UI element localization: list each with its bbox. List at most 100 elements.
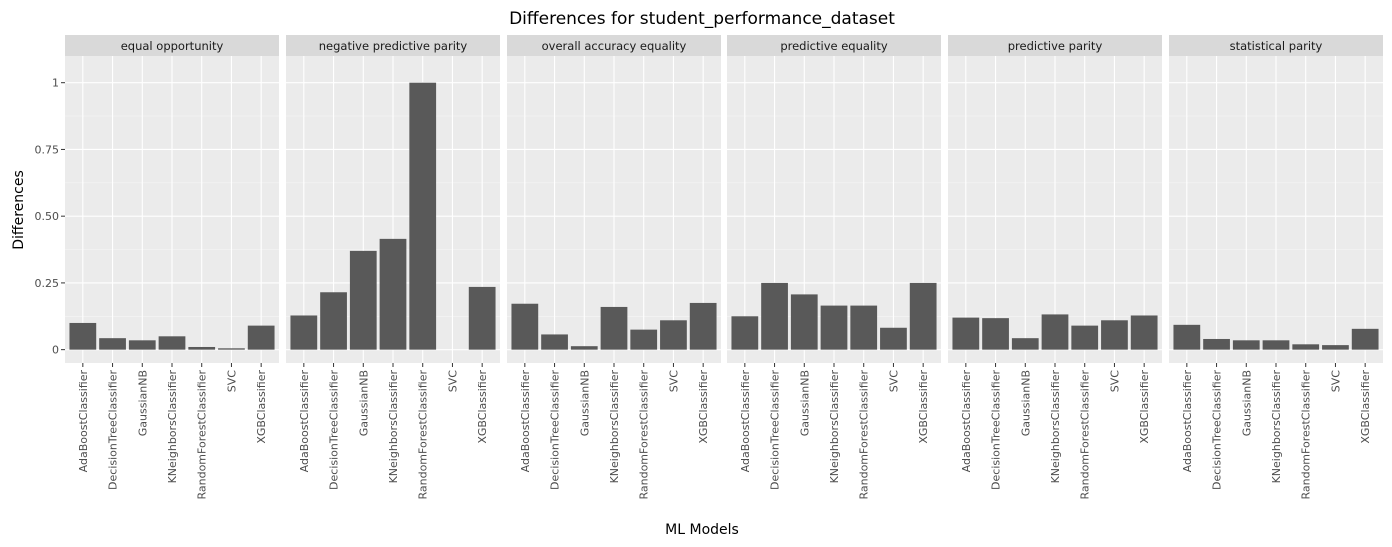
bar xyxy=(218,348,245,350)
x-tick-label: DecisionTreeClassifier xyxy=(328,370,341,490)
bar xyxy=(1232,340,1260,350)
bar xyxy=(820,305,848,350)
x-tick-label: SVC xyxy=(225,370,238,393)
x-tick-label: RandomForestClassifier xyxy=(1079,370,1092,500)
x-axis-title: ML Models xyxy=(665,522,739,538)
facet-strip xyxy=(727,35,941,56)
bar xyxy=(1322,345,1349,350)
bar xyxy=(1041,314,1069,350)
bar xyxy=(850,305,878,350)
bar xyxy=(1101,320,1128,350)
x-tick-label: SVC xyxy=(887,370,900,393)
bar xyxy=(1262,340,1290,350)
x-tick-label: SVC xyxy=(446,370,459,393)
facet-strip-label: predictive parity xyxy=(1008,39,1103,53)
facet-strip xyxy=(948,35,1162,56)
x-tick-label: GaussianNB xyxy=(357,370,370,436)
bar xyxy=(731,316,759,350)
x-tick-label: RandomForestClassifier xyxy=(638,370,651,500)
bar xyxy=(1071,325,1099,350)
bar xyxy=(468,286,496,350)
x-tick-label: KNeighborsClassifier xyxy=(1049,370,1062,484)
facet-strip-label: equal opportunity xyxy=(121,39,224,53)
bar xyxy=(69,322,97,350)
y-tick-label: 0.25 xyxy=(35,277,60,290)
bar xyxy=(952,317,980,350)
x-tick-label: XGBClassifier xyxy=(917,370,930,444)
x-tick-label: GaussianNB xyxy=(136,370,149,436)
x-tick-label: DecisionTreeClassifier xyxy=(107,370,120,490)
bar xyxy=(660,320,687,350)
x-tick-label: RandomForestClassifier xyxy=(196,370,209,500)
bar xyxy=(158,336,186,350)
facet-panel: overall accuracy equality AdaBoostClassif… xyxy=(507,35,721,500)
facet-panel: predictive parity AdaBoostClassifier Decis… xyxy=(948,35,1162,500)
x-tick-label: GaussianNB xyxy=(1240,370,1253,436)
x-tick-label: SVC xyxy=(1108,370,1121,393)
x-tick-label: KNeighborsClassifier xyxy=(1270,370,1283,484)
bar xyxy=(880,327,907,350)
x-tick-label: GaussianNB xyxy=(798,370,811,436)
bar xyxy=(188,346,216,350)
bar xyxy=(761,282,788,350)
bar xyxy=(541,334,568,350)
x-tick-label: SVC xyxy=(667,370,680,393)
bar xyxy=(790,294,818,350)
bar xyxy=(630,329,658,350)
bar xyxy=(290,315,318,350)
facet-panel: statistical parity AdaBoostClassifier Deci… xyxy=(1169,35,1383,500)
facet-panel: predictive equality AdaBoostClassifier Dec… xyxy=(727,35,941,500)
bar xyxy=(600,306,628,350)
bar xyxy=(570,346,598,350)
chart-title: Differences for student_performance_data… xyxy=(509,9,895,29)
bar xyxy=(1203,338,1230,350)
facets-layer: 0 0.25 0.50 0.75 1 equal opportunity AdaBoostC… xyxy=(35,35,1383,500)
bar xyxy=(247,325,275,350)
bar xyxy=(1173,324,1201,350)
x-tick-label: DecisionTreeClassifier xyxy=(769,370,782,490)
x-tick-label: DecisionTreeClassifier xyxy=(990,370,1003,490)
facet-strip xyxy=(1169,35,1383,56)
y-axis-title: Differences xyxy=(11,170,27,249)
bar xyxy=(99,338,126,350)
x-tick-label: SVC xyxy=(1329,370,1342,393)
facet-strip-label: predictive equality xyxy=(780,39,888,53)
x-tick-label: RandomForestClassifier xyxy=(417,370,430,500)
x-tick-label: DecisionTreeClassifier xyxy=(549,370,562,490)
y-tick-label: 0.50 xyxy=(35,210,60,223)
bar xyxy=(128,340,156,350)
x-tick-label: RandomForestClassifier xyxy=(858,370,871,500)
facet-strip xyxy=(286,35,500,56)
bar xyxy=(689,302,717,350)
x-tick-label: DecisionTreeClassifier xyxy=(1211,370,1224,490)
bar xyxy=(909,282,937,350)
y-tick-label: 0 xyxy=(52,344,59,357)
bar xyxy=(982,318,1009,350)
x-tick-label: XGBClassifier xyxy=(255,370,268,444)
x-tick-label: XGBClassifier xyxy=(1138,370,1151,444)
facet-strip-label: overall accuracy equality xyxy=(542,39,687,53)
x-tick-label: RandomForestClassifier xyxy=(1300,370,1313,500)
x-tick-label: XGBClassifier xyxy=(1359,370,1372,444)
x-tick-label: AdaBoostClassifier xyxy=(1181,370,1194,473)
y-tick-label: 0.75 xyxy=(35,143,60,156)
x-tick-label: XGBClassifier xyxy=(697,370,710,444)
bar xyxy=(1130,315,1158,350)
facet-strip-label: negative predictive parity xyxy=(319,39,468,53)
x-tick-label: KNeighborsClassifier xyxy=(166,370,179,484)
bar xyxy=(320,292,347,350)
facet-strip-label: statistical parity xyxy=(1230,39,1323,53)
x-tick-label: XGBClassifier xyxy=(476,370,489,444)
facet-strip xyxy=(507,35,721,56)
x-tick-label: KNeighborsClassifier xyxy=(608,370,621,484)
bar xyxy=(349,250,377,350)
x-tick-label: GaussianNB xyxy=(1019,370,1032,436)
x-tick-label: KNeighborsClassifier xyxy=(387,370,400,484)
x-tick-label: KNeighborsClassifier xyxy=(828,370,841,484)
bar xyxy=(409,82,437,350)
bar xyxy=(1292,344,1320,350)
x-tick-label: AdaBoostClassifier xyxy=(298,370,311,473)
facet-strip xyxy=(65,35,279,56)
